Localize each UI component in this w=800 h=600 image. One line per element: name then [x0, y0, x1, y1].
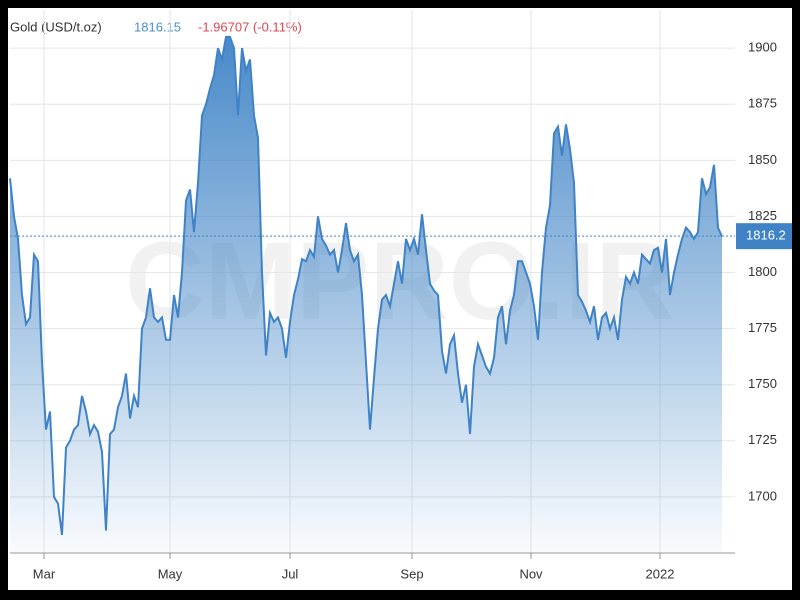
y-tick-label: 1725	[748, 432, 777, 447]
line	[9, 35, 723, 536]
x-tick-label: Mar	[33, 566, 56, 581]
y-tick-label: 1775	[748, 320, 777, 335]
area	[10, 36, 722, 553]
x-tick-label: Nov	[519, 566, 543, 581]
x-tick-label: May	[158, 566, 183, 581]
y-tick-label: 1875	[748, 96, 777, 111]
current-price-box	[736, 223, 792, 250]
y-tick-label: 1800	[748, 264, 777, 279]
x-tick-label: 2022	[646, 566, 675, 581]
y-tick-label: 1700	[748, 488, 777, 503]
y-tick-label: 1850	[748, 152, 777, 167]
current-price-label: 1816.2	[746, 228, 786, 243]
x-tick-label: Sep	[400, 566, 423, 581]
chart-title: Gold (USD/t.oz)	[10, 19, 102, 34]
y-tick-label: 1900	[748, 40, 777, 55]
price: 1816.15	[134, 19, 181, 34]
y-tick-label: 1825	[748, 208, 777, 223]
y-tick-label: 1750	[748, 376, 777, 391]
x-tick-label: Jul	[282, 566, 299, 581]
change: -1.96707 (-0.11%)	[198, 19, 302, 34]
